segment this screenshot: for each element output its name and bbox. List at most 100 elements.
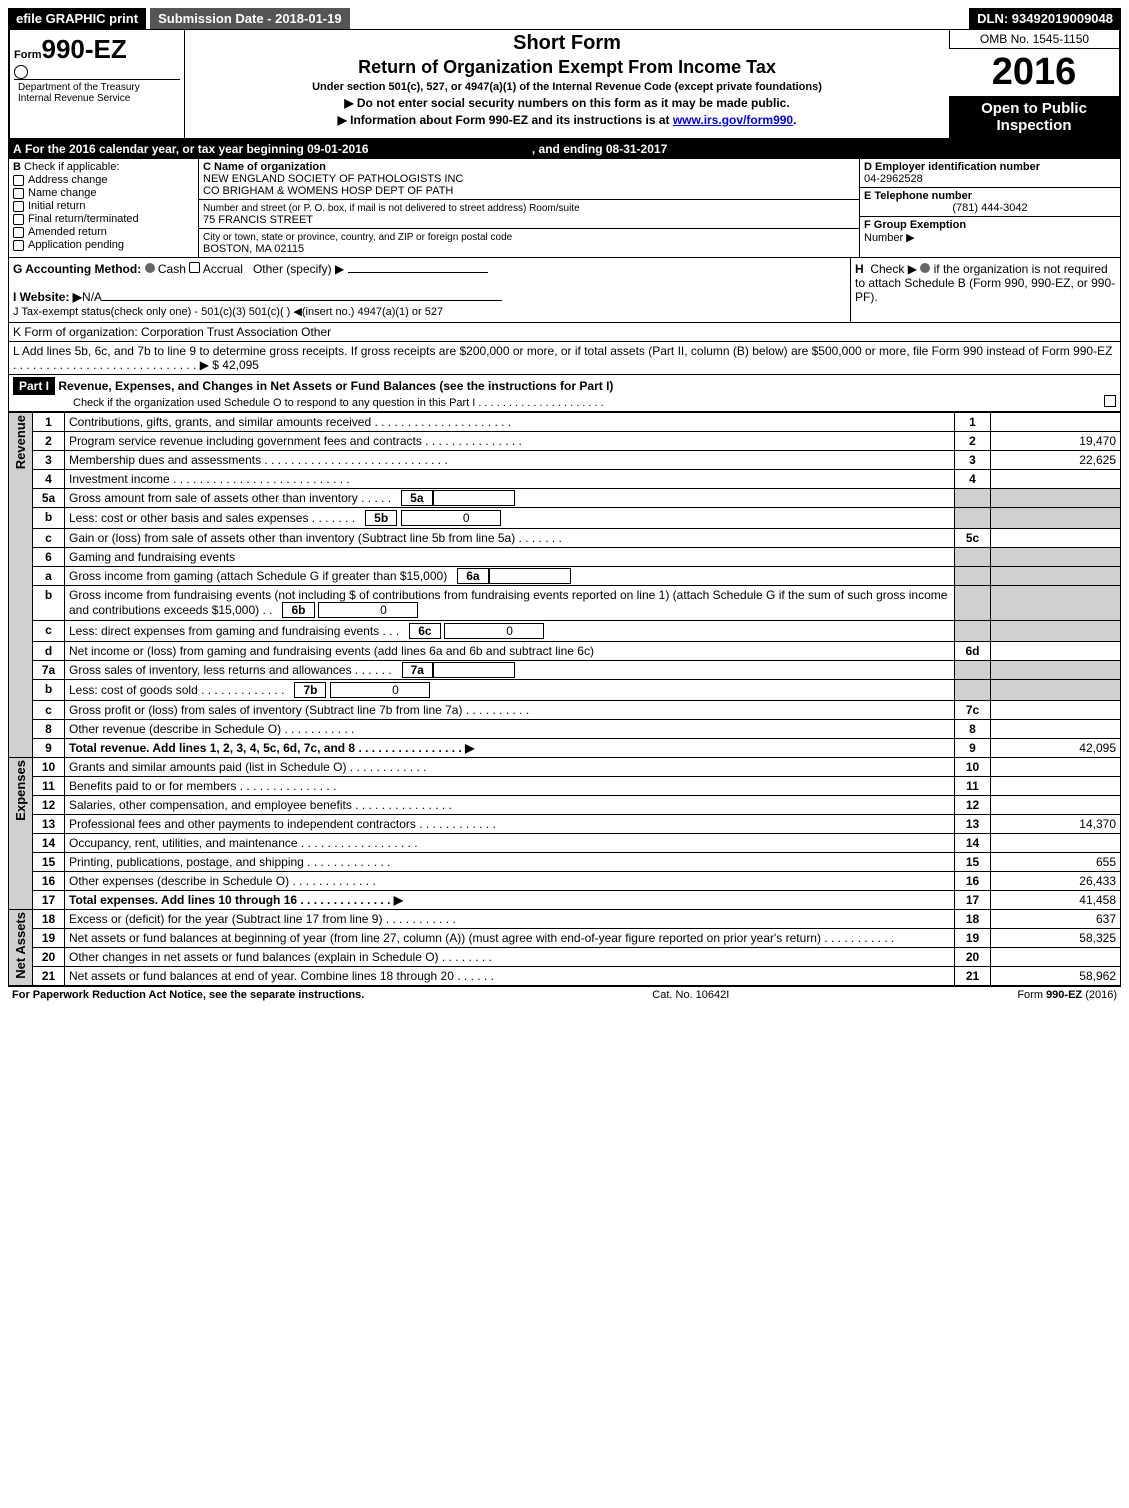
inner-box: 5b <box>365 510 397 526</box>
inner-val: 0 <box>318 602 418 618</box>
title-cell: Short Form Return of Organization Exempt… <box>185 29 949 138</box>
schedule-o-checkbox[interactable] <box>1104 395 1116 407</box>
checkbox-icon[interactable] <box>13 188 24 199</box>
website-input[interactable] <box>102 300 502 301</box>
line-num: 4 <box>33 470 65 489</box>
city-label: City or town, state or province, country… <box>203 232 512 243</box>
submission-date: Submission Date - 2018-01-19 <box>150 8 350 29</box>
checkbox-icon[interactable] <box>13 227 24 238</box>
line-num: b <box>33 508 65 529</box>
gray-cell <box>991 586 1121 621</box>
gray-cell <box>955 680 991 701</box>
footer-left: For Paperwork Reduction Act Notice, see … <box>12 989 364 1001</box>
checkbox-icon[interactable] <box>13 201 24 212</box>
irs-logo-icon <box>14 65 28 79</box>
form-page: efile GRAPHIC print Submission Date - 20… <box>0 0 1129 1011</box>
cb-amended-label: Amended return <box>28 226 107 238</box>
line-value: 58,962 <box>991 967 1121 986</box>
line-num: b <box>33 680 65 701</box>
checkbox-icon[interactable] <box>13 240 24 251</box>
financial-table: Revenue 1Contributions, gifts, grants, a… <box>8 412 1121 986</box>
line-text: Gross sales of inventory, less returns a… <box>65 661 955 680</box>
line-value: 41,458 <box>991 891 1121 910</box>
table-row: 14Occupancy, rent, utilities, and mainte… <box>9 834 1121 853</box>
txt: Total expenses. Add lines 10 through 16 … <box>69 893 403 907</box>
line-box: 5c <box>955 529 991 548</box>
checkbox-icon[interactable] <box>13 175 24 186</box>
checkbox-checked-icon[interactable] <box>920 263 930 273</box>
dln-label: DLN: 93492019009048 <box>969 8 1121 29</box>
right-header: OMB No. 1545-1150 2016 Open to Public In… <box>949 29 1119 138</box>
radio-checked-icon[interactable] <box>145 263 155 273</box>
line-box: 18 <box>955 910 991 929</box>
line-text: Total expenses. Add lines 10 through 16 … <box>65 891 955 910</box>
cb-address-change[interactable]: Address change <box>13 174 194 186</box>
inner-box: 7b <box>294 682 326 698</box>
i-label: I Website: ▶ <box>13 290 82 304</box>
street-label: Number and street (or P. O. box, if mail… <box>203 203 580 214</box>
line-text: Grants and similar amounts paid (list in… <box>65 758 955 777</box>
table-row: Revenue 1Contributions, gifts, grants, a… <box>9 413 1121 432</box>
table-row: 4Investment income . . . . . . . . . . .… <box>9 470 1121 489</box>
i-value: N/A <box>82 290 102 304</box>
f-number: Number ▶ <box>864 232 915 244</box>
radio-icon[interactable] <box>189 262 200 273</box>
inner-val: 0 <box>444 623 544 639</box>
table-row: 13Professional fees and other payments t… <box>9 815 1121 834</box>
line-value <box>991 701 1121 720</box>
efile-print-button[interactable]: efile GRAPHIC print <box>8 8 146 29</box>
cb-final-return[interactable]: Final return/terminated <box>13 213 194 225</box>
inner-box: 6c <box>409 623 440 639</box>
line-text: Occupancy, rent, utilities, and maintena… <box>65 834 955 853</box>
inner-val <box>433 490 515 506</box>
cb-name-change[interactable]: Name change <box>13 187 194 199</box>
line-box: 1 <box>955 413 991 432</box>
line-box: 2 <box>955 432 991 451</box>
note-info-prefix: ▶ Information about Form 990-EZ and its … <box>338 113 673 127</box>
gray-cell <box>991 680 1121 701</box>
gray-cell <box>991 548 1121 567</box>
line-value <box>991 758 1121 777</box>
line-box: 3 <box>955 451 991 470</box>
b-check-if: Check if applicable: <box>24 161 119 173</box>
line-text: Salaries, other compensation, and employ… <box>65 796 955 815</box>
form-header: Form990-EZ Department of the Treasury In… <box>8 29 1121 140</box>
gray-cell <box>991 567 1121 586</box>
table-row: cGross profit or (loss) from sales of in… <box>9 701 1121 720</box>
section-b: B Check if applicable: Address change Na… <box>9 159 199 257</box>
gray-cell <box>991 621 1121 642</box>
line-box: 20 <box>955 948 991 967</box>
cb-application-pending[interactable]: Application pending <box>13 239 194 251</box>
txt: Total revenue. Add lines 1, 2, 3, 4, 5c,… <box>69 741 474 755</box>
cb-name-label: Name change <box>28 187 97 199</box>
table-row: bLess: cost or other basis and sales exp… <box>9 508 1121 529</box>
irs-link[interactable]: www.irs.gov/form990 <box>673 113 793 127</box>
d-label: D Employer identification number <box>864 161 1040 173</box>
line-num: 6 <box>33 548 65 567</box>
line-value <box>991 796 1121 815</box>
line-box: 7c <box>955 701 991 720</box>
line-text: Contributions, gifts, grants, and simila… <box>65 413 955 432</box>
line-text: Net income or (loss) from gaming and fun… <box>65 642 955 661</box>
line-text: Gross profit or (loss) from sales of inv… <box>65 701 955 720</box>
g-cash: Cash <box>158 262 186 276</box>
checkbox-icon[interactable] <box>13 214 24 225</box>
form-prefix: Form <box>14 49 42 61</box>
inner-box: 7a <box>402 662 433 678</box>
city-value: BOSTON, MA 02115 <box>203 243 304 255</box>
line-value <box>991 642 1121 661</box>
cb-amended-return[interactable]: Amended return <box>13 226 194 238</box>
line-num: 9 <box>33 739 65 758</box>
inner-box: 5a <box>401 490 432 506</box>
table-row: 19Net assets or fund balances at beginni… <box>9 929 1121 948</box>
ein-block: D Employer identification number 04-2962… <box>860 159 1120 188</box>
line-a-text: For the 2016 calendar year, or tax year … <box>25 142 369 156</box>
g-other-input[interactable] <box>348 272 488 273</box>
line-num: 7a <box>33 661 65 680</box>
line-text: Benefits paid to or for members . . . . … <box>65 777 955 796</box>
table-row: 17Total expenses. Add lines 10 through 1… <box>9 891 1121 910</box>
line-num: 2 <box>33 432 65 451</box>
street-block: Number and street (or P. O. box, if mail… <box>199 200 859 229</box>
cb-initial-return[interactable]: Initial return <box>13 200 194 212</box>
part1-sub: Check if the organization used Schedule … <box>73 397 604 409</box>
